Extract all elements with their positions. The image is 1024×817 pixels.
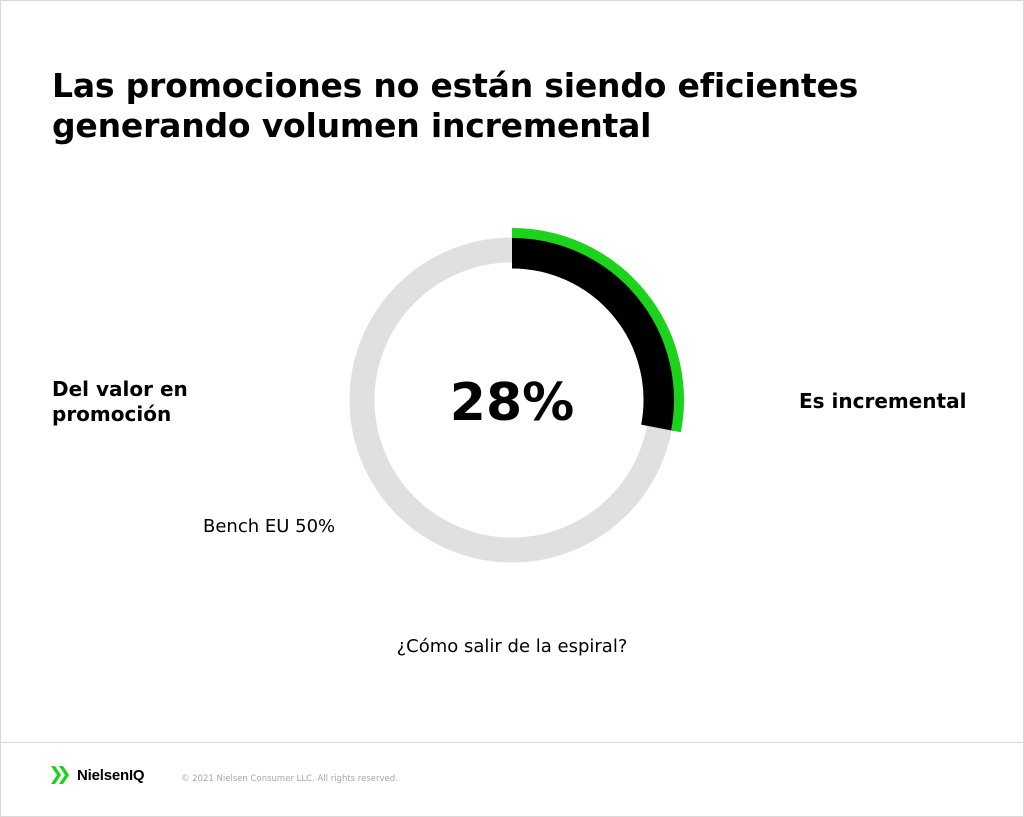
question-text: ¿Cómo salir de la espiral?	[396, 636, 628, 657]
nielseniq-logo: NielsenIQ	[50, 765, 145, 785]
title-line-1: Las promociones no están siendo eficient…	[52, 66, 859, 105]
title-line-2: generando volumen incremental	[52, 106, 652, 145]
left-annotation: Del valor en promoción	[52, 377, 188, 427]
donut-accent-arc	[511, 228, 684, 433]
slide-title: Las promociones no están siendo eficient…	[52, 66, 952, 146]
logo-text: NielsenIQ	[77, 766, 145, 784]
copyright-text: © 2021 Nielsen Consumer LLC. All rights …	[181, 774, 398, 784]
right-annotation: Es incremental	[799, 389, 967, 413]
left-annotation-line-2: promoción	[52, 402, 172, 426]
footer-divider	[1, 742, 1023, 743]
donut-center-label: 28%	[450, 373, 574, 433]
left-annotation-line-1: Del valor en	[52, 377, 188, 401]
donut-value-arc	[511, 235, 677, 431]
benchmark-label: Bench EU 50%	[203, 516, 336, 537]
nielseniq-logo-icon	[51, 766, 69, 784]
